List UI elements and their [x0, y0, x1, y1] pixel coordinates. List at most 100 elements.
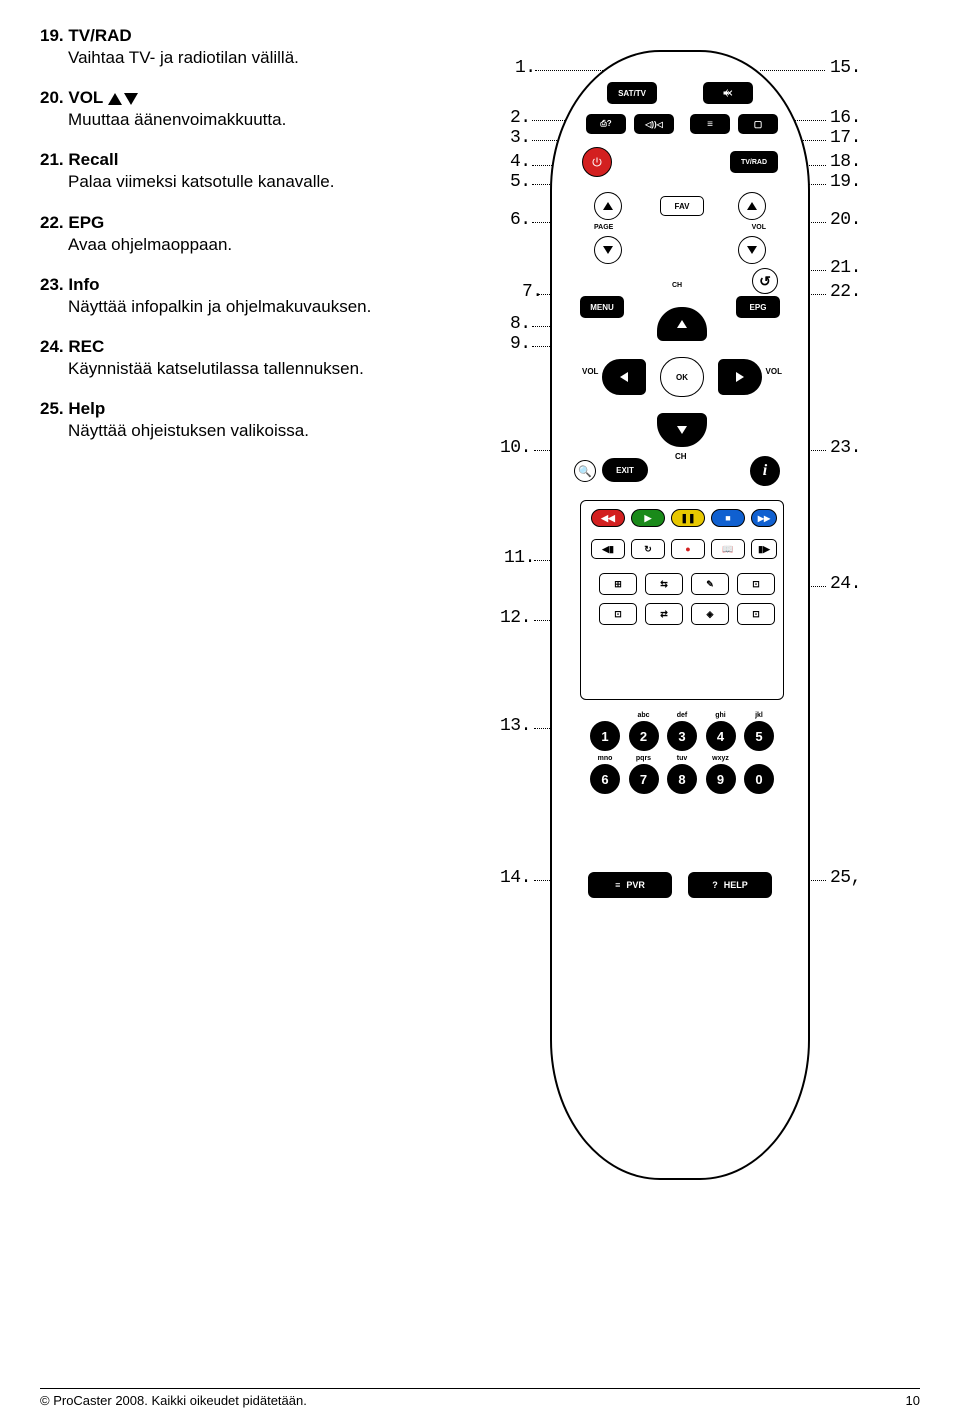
vol-up-button[interactable] [738, 192, 766, 220]
ok-button[interactable]: OK [660, 357, 704, 397]
key-label [590, 712, 620, 719]
callout-5: 5. [510, 172, 531, 192]
page-number: 10 [906, 1393, 920, 1408]
def-title: REC [68, 337, 104, 356]
skip-fwd-button[interactable]: ▮▶ [751, 539, 777, 559]
def-num: 19. [40, 26, 64, 45]
blue-button[interactable]: ■ [711, 509, 745, 527]
key-7[interactable]: 7 [629, 764, 659, 794]
info-button[interactable]: i [750, 456, 780, 486]
keypad: abc def ghi jkl 1 2 3 4 5 mno pqrs [590, 712, 774, 798]
callout-1: 1. [515, 58, 536, 78]
edit-button[interactable]: ✎ [691, 573, 729, 595]
page-footer: © ProCaster 2008. Kaikki oikeudet pidäte… [40, 1388, 920, 1408]
power-button[interactable] [582, 147, 612, 177]
def-title: Help [68, 399, 105, 418]
key-4[interactable]: 4 [706, 721, 736, 751]
callout-13: 13. [500, 716, 531, 736]
def-desc: Avaa ohjelmaoppaan. [40, 234, 410, 256]
window-button[interactable]: ▢ [738, 114, 778, 134]
callout-25: 25, [830, 868, 861, 888]
blank-button[interactable]: ⊡ [599, 603, 637, 625]
loop-button[interactable]: ↻ [631, 539, 665, 559]
page-up-button[interactable] [594, 192, 622, 220]
triangle-up-icon [108, 93, 122, 105]
pvr-label: PVR [626, 880, 645, 890]
callout-12: 12. [500, 608, 531, 628]
recall-button[interactable]: ↺ [752, 268, 778, 294]
help-label: HELP [724, 880, 748, 890]
def-item: 25. Help Näyttää ohjeistuksen valikoissa… [40, 398, 410, 442]
skip-back-button[interactable]: ◀▮ [591, 539, 625, 559]
key-5[interactable]: 5 [744, 721, 774, 751]
fav-button[interactable]: FAV [660, 196, 704, 216]
callout-11: 11. [504, 548, 535, 568]
page-down-button[interactable] [594, 236, 622, 264]
key-label: abc [629, 712, 659, 719]
callout-7: 7. [522, 282, 543, 302]
arrow-up-icon [677, 320, 687, 328]
rec-button[interactable]: ● [671, 539, 705, 559]
callout-19: 19. [830, 172, 861, 192]
power-icon [591, 156, 603, 168]
def-num: 23. [40, 275, 64, 294]
key-3[interactable]: 3 [667, 721, 697, 751]
ch-label: CH [675, 452, 687, 461]
red-button[interactable]: ◀◀ [591, 509, 625, 527]
callout-18: 18. [830, 152, 861, 172]
def-title: TV/RAD [68, 26, 131, 45]
key-6[interactable]: 6 [590, 764, 620, 794]
sat-tv-button[interactable]: SAT/TV [607, 82, 657, 104]
key-9[interactable]: 9 [706, 764, 736, 794]
dpad-left-button[interactable] [602, 359, 646, 395]
vol-label: VOL [766, 367, 782, 376]
def-num: 25. [40, 399, 64, 418]
fwd-button[interactable]: ▶▶ [751, 509, 777, 527]
key-8[interactable]: 8 [667, 764, 697, 794]
arrow-right-icon [736, 372, 744, 382]
green-button[interactable]: ▶ [631, 509, 665, 527]
dpad-right-button[interactable] [718, 359, 762, 395]
callout-4: 4. [510, 152, 531, 172]
vol-down-button[interactable] [738, 236, 766, 264]
callout-21: 21. [830, 258, 861, 278]
def-num: 24. [40, 337, 64, 356]
swap-button[interactable]: ⇆ [645, 573, 683, 595]
callout-24: 24. [830, 574, 861, 594]
callout-3: 3. [510, 128, 531, 148]
ch-label: CH [672, 282, 682, 289]
yellow-button[interactable]: ❚❚ [671, 509, 705, 527]
key-label: def [667, 712, 697, 719]
dpad-down-button[interactable] [657, 413, 707, 447]
zoom-button[interactable]: 🔍 [574, 460, 596, 482]
key-1[interactable]: 1 [590, 721, 620, 751]
book-button[interactable]: 📖 [711, 539, 745, 559]
mute-button[interactable] [703, 82, 753, 104]
exit-button[interactable]: EXIT [602, 458, 648, 482]
page-label: PAGE [594, 224, 613, 231]
pvr-button[interactable]: ≡PVR [588, 872, 672, 898]
arrow-down-icon [603, 246, 613, 254]
blank-button[interactable]: ⇄ [645, 603, 683, 625]
grid-button[interactable]: ⊞ [599, 573, 637, 595]
remote-diagram: 1. 2. 3. 4. 5. 6. 7. 8. 9. 10. 11. 12. 1… [410, 20, 920, 1340]
list-button[interactable]: ≡ [690, 114, 730, 134]
help-button[interactable]: ?HELP [688, 872, 772, 898]
callout-6: 6. [510, 210, 531, 230]
dpad-up-button[interactable] [657, 307, 707, 341]
def-desc: Palaa viimeksi katsotulle kanavalle. [40, 171, 410, 193]
tvrad-button[interactable]: TV/RAD [730, 151, 778, 173]
key-label: jkl [744, 712, 774, 719]
pip-button[interactable]: ⊡ [737, 573, 775, 595]
audio-button[interactable]: ◁))◁ [634, 114, 674, 134]
vol-label: VOL [752, 224, 766, 231]
blank-button[interactable]: ⊡ [737, 603, 775, 625]
blank-button[interactable]: ◈ [691, 603, 729, 625]
key-0[interactable]: 0 [744, 764, 774, 794]
subtitle-button[interactable]: ⎙? [586, 114, 626, 134]
def-desc: Vaihtaa TV- ja radiotilan välillä. [40, 47, 410, 69]
arrow-up-icon [747, 202, 757, 210]
key-2[interactable]: 2 [629, 721, 659, 751]
dpad: OK VOL VOL CH [602, 307, 762, 447]
def-num: 22. [40, 213, 64, 232]
